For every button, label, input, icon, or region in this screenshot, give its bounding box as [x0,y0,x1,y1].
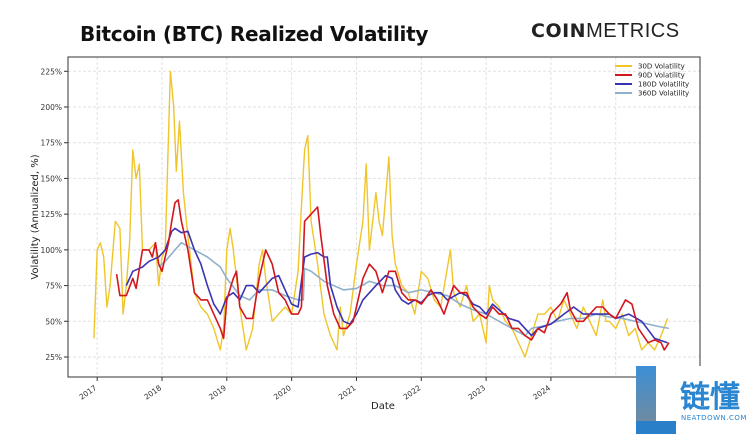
y-tick-label: 125% [41,210,62,219]
y-tick-label: 50% [45,317,62,326]
legend-label: 90D Volatility [638,72,685,80]
brand-bold: COIN [531,20,587,42]
plot-frame [67,56,701,378]
x-axis-label: Date [371,401,395,412]
x-tick-label: 2024 [531,383,552,401]
brand-light: METRICS [586,20,680,42]
watermark-l-base [636,421,676,434]
y-tick-label: 200% [41,103,62,112]
x-tick-label: 2023 [466,383,487,401]
y-tick-label: 100% [41,246,62,255]
x-tick-label: 2021 [337,383,358,401]
coinmetrics-logo: COINMETRICS [531,20,680,43]
x-axis: 2017 2018 2019 2020 2021 2022 2023 2024 [78,377,552,402]
series-line-90d [115,199,670,351]
y-axis-label: Volatility (Annualized, %) [30,154,41,279]
legend-label: 180D Volatility [638,81,689,89]
y-tick-label: 175% [41,139,62,148]
y-tick-label: 225% [41,67,62,76]
watermark-site: NEATDOWN.COM [681,414,747,422]
y-axis: 25% 50% 75% 100% 125% 150% 175% 200% 225% [41,67,68,362]
x-tick-label: 2018 [142,383,163,401]
chart-title: Bitcoin (BTC) Realized Volatility [80,22,429,46]
watermark-l-shape [636,366,656,434]
neatdown-watermark: 链懂 NEATDOWN.COM [636,366,750,434]
y-tick-label: 25% [45,353,62,362]
legend-label: 30D Volatility [638,63,685,71]
y-tick-label: 75% [45,282,62,291]
x-tick-label: 2017 [78,383,99,401]
legend-label: 360D Volatility [638,90,689,98]
y-tick-label: 150% [41,174,62,183]
x-tick-label: 2022 [402,383,423,401]
x-tick-label: 2020 [272,383,293,401]
x-tick-label: 2019 [207,383,228,401]
series-line-180d [125,227,668,344]
series-lines [93,70,670,358]
watermark-logo-text: 链懂 [680,380,740,415]
series-line-30d [93,70,669,358]
